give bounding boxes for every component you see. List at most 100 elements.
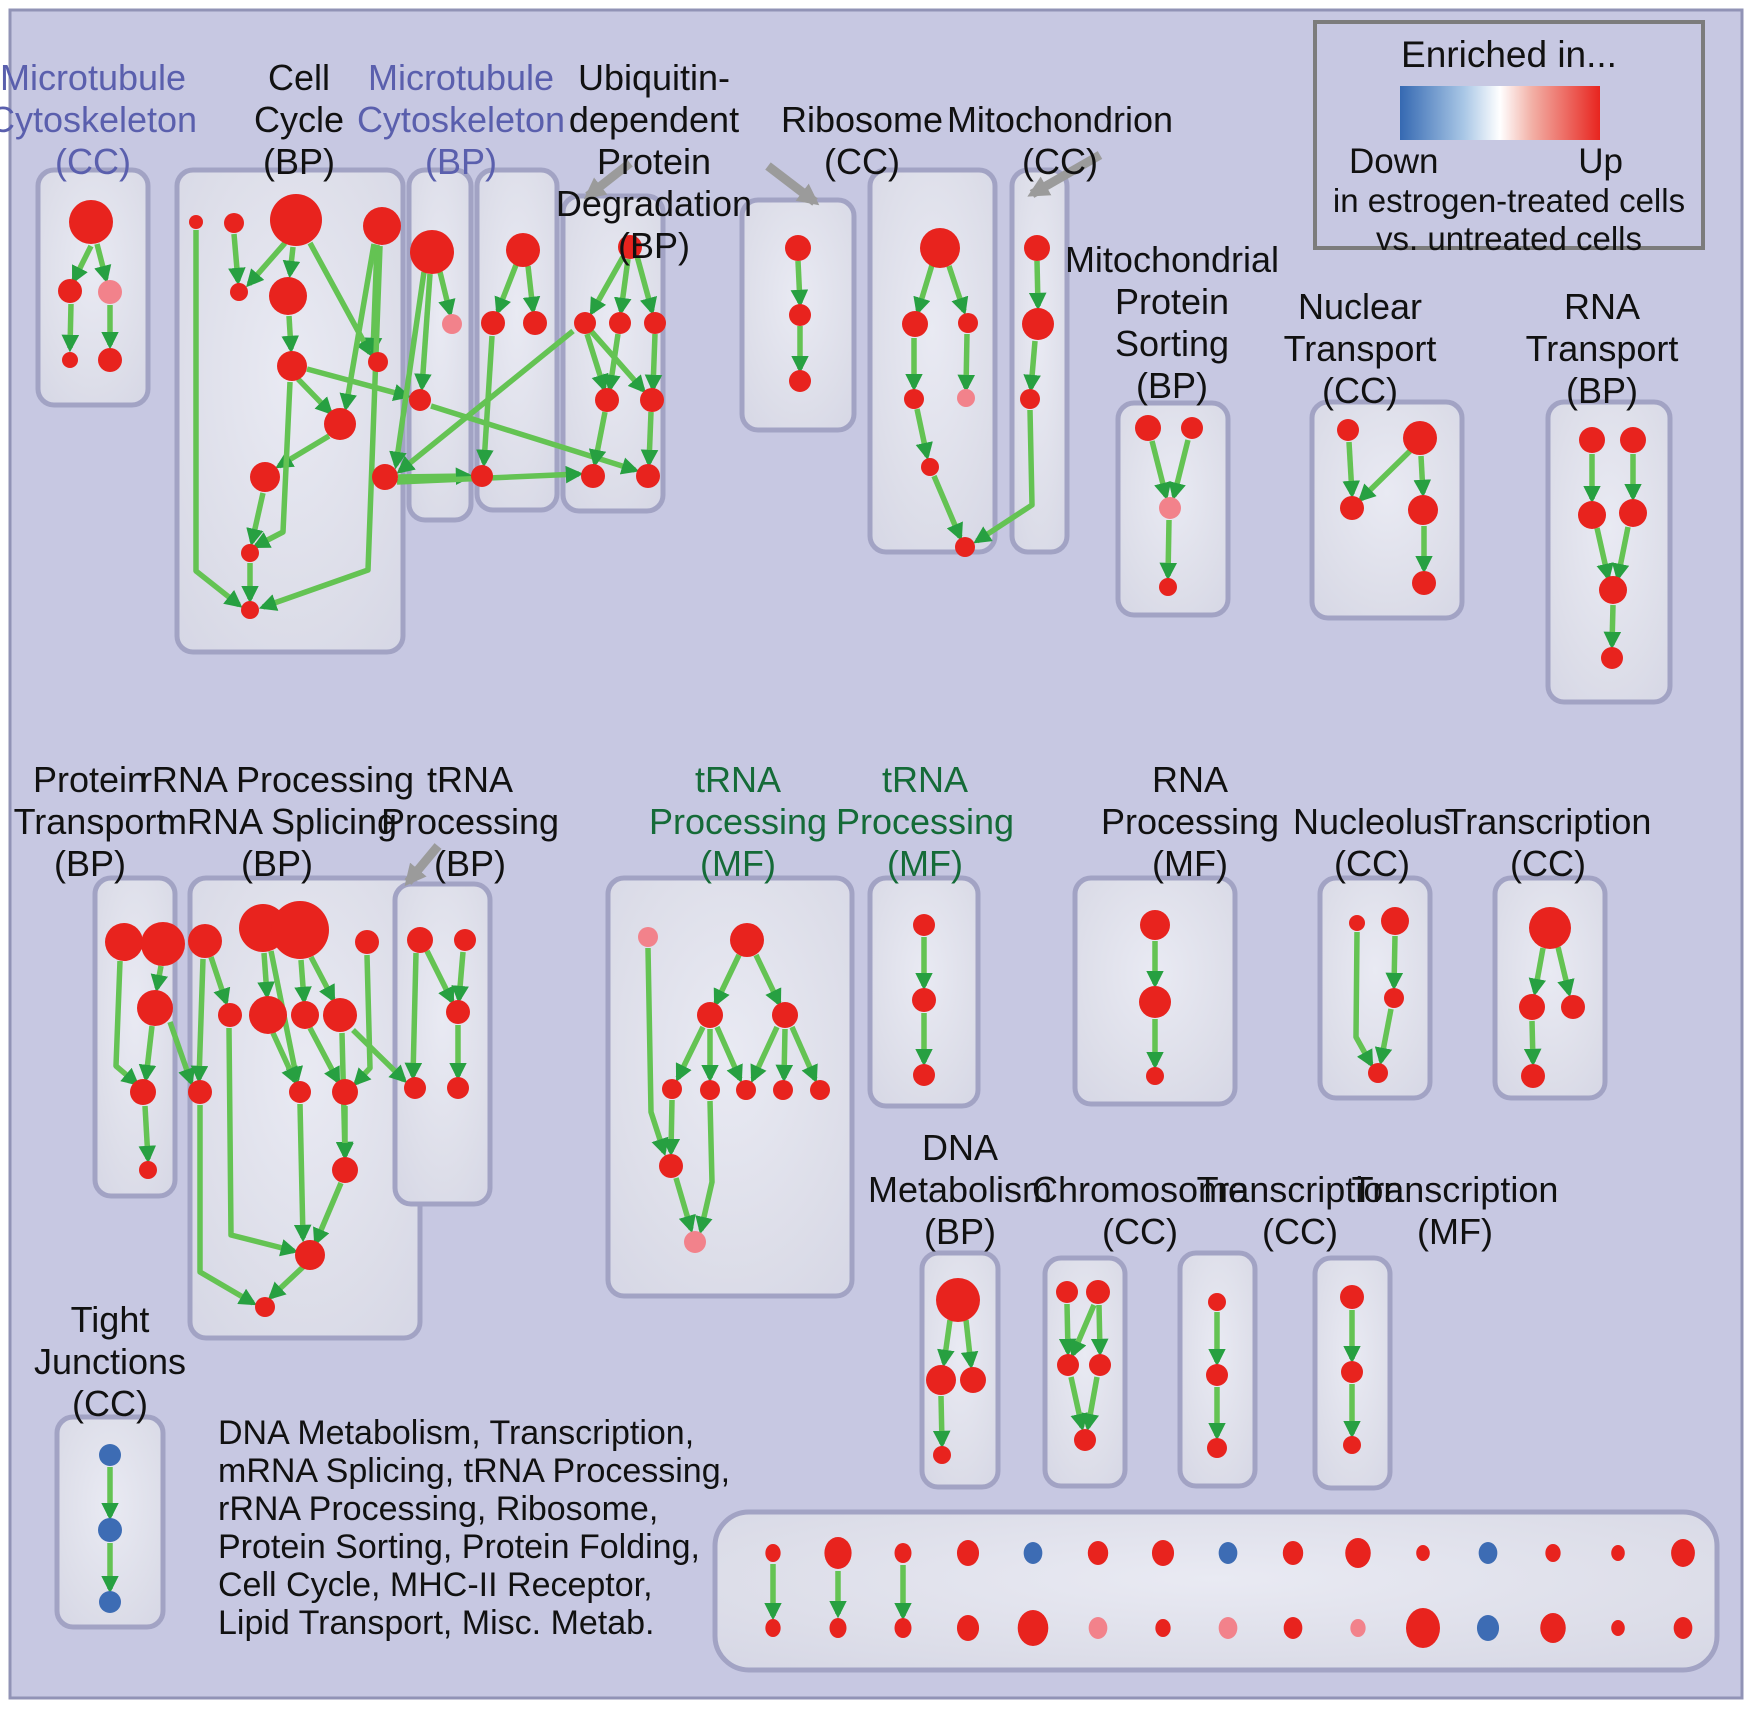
relationship-edge	[584, 333, 609, 393]
go-term-node	[1368, 1063, 1388, 1083]
go-term-node	[1159, 578, 1177, 596]
go-term-node	[277, 351, 307, 381]
relationship-edge	[167, 1021, 195, 1087]
relationship-edge	[588, 329, 646, 394]
relationship-edge	[424, 949, 455, 1005]
relationship-edge	[193, 230, 243, 608]
relationship-edge	[1385, 935, 1404, 991]
go-term-node	[409, 389, 431, 411]
go-term-node	[404, 1077, 426, 1099]
go-term-node	[407, 927, 433, 953]
go-term-node	[454, 929, 476, 951]
go-term-node	[218, 1003, 242, 1027]
relationship-edge	[351, 1028, 408, 1084]
go-term-node	[98, 1518, 122, 1542]
label-rrna-mrna: rRNA Processing mRNA Splicing (BP)	[140, 759, 414, 884]
go-term-node	[1412, 571, 1436, 595]
label-mitochondrion: Mitochondrion (CC)	[947, 99, 1173, 182]
gene-dot-top	[1416, 1545, 1430, 1561]
label-microtubule-cc: Microtubule Cytoskeleton (CC)	[0, 57, 197, 182]
go-term-node	[736, 1080, 756, 1100]
gene-dot-top	[1218, 1542, 1238, 1564]
relationship-edge	[494, 263, 519, 316]
label-rna-transport: RNA Transport (BP)	[1526, 286, 1679, 411]
relationship-edge	[589, 255, 626, 316]
go-term-node	[69, 200, 113, 244]
label-mitochondrial-protein-sorting: Mitochondrial Protein Sorting (BP)	[1065, 239, 1279, 406]
relationship-edge	[1353, 931, 1374, 1068]
go-term-node	[1020, 389, 1040, 409]
go-term-node	[506, 233, 540, 267]
relationship-edge	[352, 954, 373, 1087]
legend-down-label: Down	[1349, 142, 1439, 181]
gene-dot-top	[765, 1544, 781, 1562]
go-term-node	[139, 1161, 157, 1179]
label-pointer-arrow	[404, 843, 442, 887]
go-term-node	[1206, 1364, 1228, 1386]
go-term-node	[1620, 427, 1646, 453]
legend-title: Enriched in...	[1401, 34, 1617, 75]
go-term-node	[921, 458, 939, 476]
go-term-node	[960, 1367, 986, 1393]
relationship-edge	[1090, 1304, 1109, 1357]
go-term-node	[638, 927, 658, 947]
go-term-node	[1519, 994, 1545, 1020]
relationship-edge	[476, 335, 495, 468]
go-term-node	[957, 389, 975, 407]
go-term-node	[1349, 915, 1365, 931]
relationship-edge	[644, 333, 663, 393]
relationship-edge	[228, 233, 246, 286]
legend-up-label: Up	[1578, 142, 1623, 181]
gene-dot-top	[1671, 1539, 1695, 1567]
go-term-node	[1403, 421, 1437, 455]
relationship-edge	[306, 366, 412, 402]
go-term-node	[323, 998, 357, 1032]
label-ribosome: Ribosome (CC)	[781, 99, 943, 182]
relationship-edge	[150, 965, 169, 993]
go-term-node	[363, 207, 401, 245]
gene-dot-bottom	[956, 1615, 980, 1641]
go-term-node	[105, 923, 143, 961]
go-term-node	[269, 277, 307, 315]
gene-dot-bottom	[1350, 1619, 1366, 1637]
relationship-edge	[914, 408, 933, 461]
legend-subtitle-2: vs. untreated cells	[1376, 220, 1642, 257]
relationship-edge	[790, 260, 809, 308]
go-term-node	[1408, 495, 1438, 525]
relationship-edge	[307, 1026, 341, 1085]
go-term-node	[1207, 1438, 1227, 1458]
gene-dot-bottom	[1283, 1617, 1303, 1639]
go-term-node	[773, 1080, 793, 1100]
go-term-node	[1146, 1067, 1164, 1085]
go-term-node	[141, 922, 185, 966]
go-term-node	[913, 1064, 935, 1086]
legend-gradient-bar	[1400, 86, 1600, 140]
go-term-node	[662, 1079, 682, 1099]
go-term-node	[659, 1154, 683, 1178]
label-rna-mf: RNA Processing (MF)	[1101, 759, 1279, 884]
box-trna-bp	[392, 881, 493, 1207]
go-term-node	[271, 901, 329, 959]
gene-dot-bottom	[829, 1618, 847, 1638]
relationship-edge	[364, 244, 383, 356]
go-term-node	[1578, 501, 1606, 529]
go-term-node	[241, 601, 259, 619]
gene-dot-top	[1478, 1542, 1498, 1564]
go-term-node	[684, 1231, 706, 1253]
go-term-node	[355, 930, 379, 954]
go-term-node	[1089, 1354, 1111, 1376]
relationship-edge	[960, 1319, 979, 1370]
label-transcription-cc-bottom: Transcription (CC)	[1197, 1169, 1404, 1252]
go-term-node	[1337, 419, 1359, 441]
label-trna-mf-2: tRNA Processing (MF)	[836, 759, 1014, 884]
relationship-edge	[94, 243, 112, 284]
go-term-node	[1601, 647, 1623, 669]
box-mitochondrion	[1009, 167, 1070, 555]
go-term-node	[98, 280, 122, 304]
relationship-edge	[946, 265, 969, 316]
go-term-node	[324, 408, 356, 440]
relationship-edge	[614, 258, 632, 316]
gene-dot-top	[1345, 1538, 1371, 1568]
go-term-node	[446, 1000, 470, 1024]
